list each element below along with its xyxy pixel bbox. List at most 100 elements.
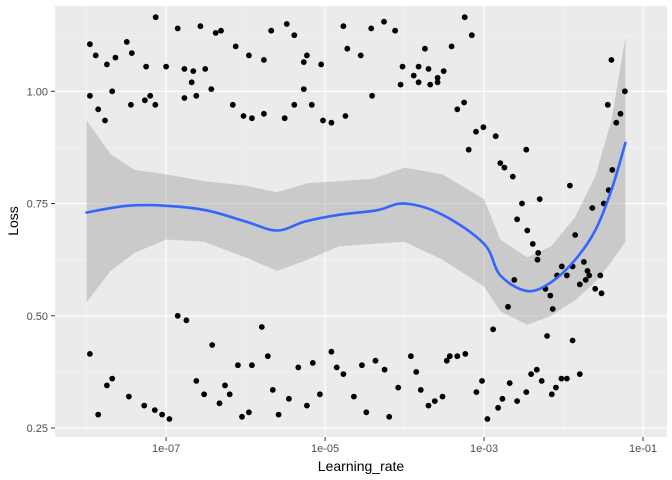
data-point	[528, 371, 534, 377]
data-point	[461, 99, 467, 106]
data-point	[283, 21, 290, 27]
data-point	[564, 272, 570, 279]
data-point	[408, 353, 414, 360]
data-point	[413, 369, 420, 375]
data-point	[300, 86, 307, 92]
data-point	[333, 364, 340, 371]
data-point	[443, 357, 450, 364]
data-point	[109, 375, 116, 382]
data-point	[431, 398, 438, 404]
data-point	[397, 81, 404, 88]
data-point	[427, 81, 434, 88]
data-point	[142, 97, 148, 104]
data-point	[592, 285, 599, 292]
data-point	[190, 68, 197, 74]
data-point	[159, 411, 166, 418]
data-point	[357, 52, 364, 59]
data-point	[202, 66, 209, 72]
data-point	[535, 250, 542, 256]
data-point	[268, 27, 275, 34]
data-point	[240, 113, 247, 119]
data-point	[567, 182, 573, 189]
data-point	[434, 79, 441, 86]
data-point	[480, 124, 487, 131]
data-point	[392, 27, 398, 34]
data-point	[151, 407, 158, 413]
data-point	[216, 400, 223, 407]
data-point	[123, 39, 130, 45]
data-point	[576, 281, 583, 288]
data-point	[622, 88, 628, 95]
data-point	[598, 290, 605, 297]
data-point	[143, 63, 150, 70]
data-point	[548, 391, 555, 398]
data-point	[264, 353, 271, 360]
data-point	[415, 63, 422, 70]
data-point	[197, 23, 204, 30]
data-point	[589, 205, 596, 211]
y-axis-title: Loss	[5, 206, 21, 236]
data-point	[410, 72, 417, 79]
data-point	[328, 119, 335, 126]
data-point	[295, 364, 302, 371]
data-point	[465, 146, 472, 153]
data-point	[372, 357, 379, 364]
data-point	[448, 43, 455, 50]
data-point	[473, 128, 479, 135]
data-point	[226, 391, 233, 398]
x-tick-label: 1e-01	[629, 443, 657, 455]
data-point	[425, 402, 432, 409]
data-point	[320, 117, 326, 124]
data-point	[342, 113, 349, 119]
smooth-line	[85, 141, 627, 293]
data-point	[576, 371, 583, 377]
data-point	[92, 52, 99, 59]
data-point	[317, 391, 323, 398]
data-point	[104, 61, 110, 68]
data-point	[300, 59, 307, 65]
data-point	[422, 45, 428, 52]
data-point	[109, 88, 116, 95]
data-point	[141, 402, 148, 409]
data-point	[506, 380, 513, 386]
data-point	[536, 196, 543, 203]
data-point	[304, 402, 310, 409]
data-point	[417, 387, 424, 393]
data-point	[604, 101, 611, 108]
data-point	[363, 409, 370, 416]
data-points	[87, 14, 628, 422]
data-point	[395, 384, 402, 391]
data-point	[529, 241, 536, 247]
y-tick-label: 0.75	[27, 199, 48, 211]
data-point	[509, 173, 516, 180]
data-point	[201, 391, 208, 398]
data-point	[534, 256, 541, 263]
data-point	[166, 416, 173, 422]
data-point	[359, 362, 365, 369]
data-point	[125, 393, 132, 400]
data-point	[249, 115, 255, 122]
data-point	[87, 41, 93, 48]
data-point	[275, 411, 282, 418]
data-point	[558, 375, 565, 382]
data-point	[523, 146, 530, 153]
data-point	[544, 333, 550, 339]
data-point	[95, 106, 102, 113]
data-point	[381, 366, 388, 373]
data-point	[181, 95, 188, 101]
data-point	[208, 86, 215, 92]
data-point	[188, 79, 195, 86]
data-point	[229, 101, 236, 108]
major-gridlines	[55, 6, 667, 437]
data-point	[572, 232, 579, 238]
data-point	[193, 378, 200, 384]
data-point	[538, 378, 545, 384]
data-point	[617, 110, 624, 117]
data-point	[484, 416, 491, 422]
data-point	[613, 119, 620, 126]
data-point	[609, 167, 616, 173]
data-point	[581, 259, 587, 265]
data-point	[586, 272, 593, 279]
data-point	[425, 66, 432, 72]
